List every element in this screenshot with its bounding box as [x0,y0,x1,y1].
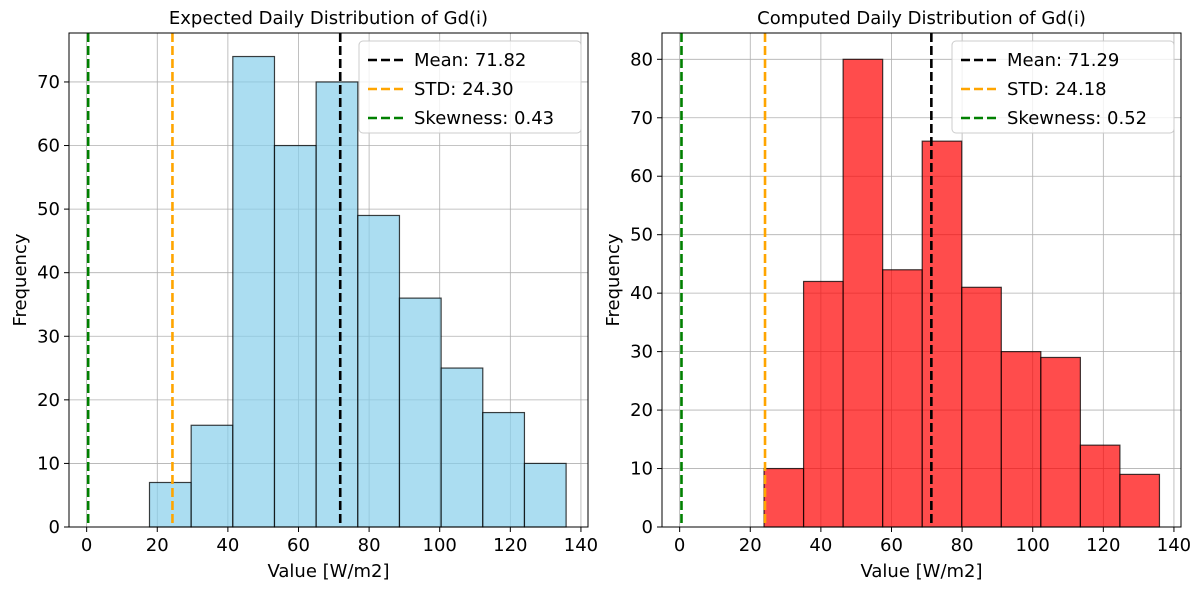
x-tick-label: 60 [880,535,903,556]
legend-label: STD: 24.30 [414,79,514,100]
plot-frame [68,32,589,528]
y-tick-label: 50 [630,225,653,246]
legend-label: Skewness: 0.43 [414,108,554,129]
y-tick-label: 40 [630,283,653,304]
plot-frame [661,32,1182,528]
x-tick-label: 140 [564,535,598,556]
legend-label: Mean: 71.29 [1007,50,1119,71]
x-tick-label: 120 [1086,535,1120,556]
expected-distribution-panel: 0 20 40 60 80 100 120 140 0 10 20 30 40 50 60 70 Expecte… [10,8,598,582]
histogram-bar [1079,444,1121,528]
y-tick-label: 30 [630,342,653,363]
x-tick-label: 40 [809,535,832,556]
histogram-bar [273,144,317,528]
histogram-bar [882,269,923,528]
computed-distribution-panel: 0 20 40 60 80 100 120 140 0 10 20 30 40 50 60 70 80 Compu… [603,8,1191,582]
histogram-bar [1040,356,1081,528]
y-tick-label: 70 [630,108,653,129]
histogram-bar [763,467,805,528]
y-tick-label: 80 [630,49,653,70]
histogram-bar [357,214,401,528]
y-axis-label: Frequency [603,233,624,326]
histogram-bar [961,286,1002,528]
x-tick-label: 100 [423,535,457,556]
histogram-bar [315,81,359,528]
x-tick-label: 100 [1016,535,1050,556]
chart-title: Expected Daily Distribution of Gd(i) [169,8,488,29]
legend-box [951,40,1175,134]
x-tick-label: 60 [287,535,310,556]
x-tick-label: 40 [216,535,239,556]
histogram-bar [842,58,884,528]
legend-box [358,40,582,134]
histogram-bar [482,411,526,528]
x-tick-label: 0 [81,535,92,556]
legend-label: Skewness: 0.52 [1007,108,1147,129]
x-axis-label: Value [W/m2] [860,561,982,582]
y-tick-label: 20 [37,390,60,411]
y-tick-label: 10 [630,459,653,480]
histogram-bar [398,297,442,528]
y-tick-label: 0 [49,517,60,538]
x-tick-label: 120 [493,535,527,556]
x-tick-label: 0 [674,535,685,556]
x-tick-label: 20 [146,535,169,556]
y-tick-label: 20 [630,400,653,421]
legend-label: Mean: 71.82 [414,50,526,71]
y-tick-label: 70 [37,72,60,93]
histogram-bar [523,462,567,528]
x-tick-label: 80 [951,535,974,556]
y-tick-label: 30 [37,326,60,347]
y-tick-label: 40 [37,263,60,284]
y-tick-label: 10 [37,453,60,474]
x-tick-label: 140 [1157,535,1191,556]
y-axis-label: Frequency [10,233,31,326]
legend-label: STD: 24.18 [1007,79,1107,100]
histogram-bar [1000,351,1042,528]
histogram-bar [232,55,276,528]
chart-title: Computed Daily Distribution of Gd(i) [757,8,1086,29]
histogram-bar [802,280,844,528]
y-tick-label: 0 [642,517,653,538]
x-tick-label: 20 [739,535,762,556]
x-tick-label: 80 [358,535,381,556]
histogram-bar [1119,473,1161,528]
histogram-bar [148,481,192,528]
histogram-bar [190,424,234,528]
histogram-bar [921,140,963,528]
y-tick-label: 50 [37,199,60,220]
histogram-bar [440,367,484,528]
y-tick-label: 60 [37,136,60,157]
y-tick-label: 60 [630,166,653,187]
x-axis-label: Value [W/m2] [267,561,389,582]
